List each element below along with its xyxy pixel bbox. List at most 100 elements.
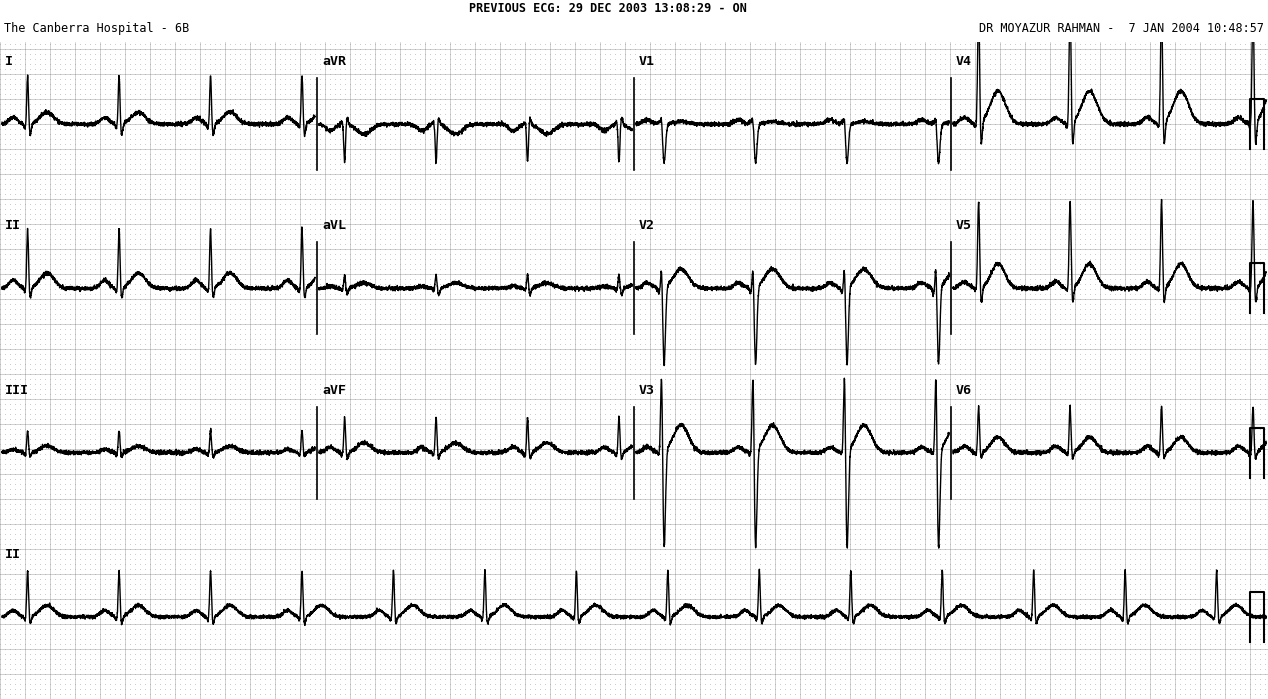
Point [870, 359, 890, 370]
Point [1135, 208, 1155, 219]
Point [1055, 649, 1075, 660]
Point [950, 238, 970, 250]
Point [690, 134, 710, 145]
Point [1115, 333, 1135, 345]
Point [365, 329, 385, 340]
Point [75, 584, 95, 595]
Point [1110, 498, 1130, 510]
Point [110, 498, 131, 510]
Point [680, 134, 700, 145]
Point [725, 438, 746, 449]
Point [739, 543, 760, 554]
Point [710, 59, 730, 70]
Point [0, 408, 10, 419]
Point [25, 684, 46, 695]
Point [330, 303, 350, 315]
Point [555, 113, 576, 124]
Point [579, 568, 600, 579]
Point [610, 489, 630, 500]
Point [129, 559, 150, 570]
Point [500, 554, 520, 565]
Point [1255, 303, 1268, 315]
Point [425, 543, 445, 554]
Point [640, 663, 661, 675]
Point [564, 448, 585, 459]
Point [715, 159, 735, 170]
Point [834, 549, 855, 560]
Point [1135, 508, 1155, 519]
Point [314, 338, 335, 350]
Point [900, 124, 921, 135]
Point [1090, 59, 1111, 70]
Point [940, 658, 960, 670]
Point [70, 633, 90, 644]
Point [1110, 438, 1130, 449]
Point [560, 73, 581, 85]
Point [70, 614, 90, 625]
Point [430, 584, 450, 595]
Point [365, 208, 385, 219]
Point [715, 233, 735, 245]
Point [505, 343, 525, 354]
Point [44, 498, 65, 510]
Point [100, 628, 120, 640]
Point [790, 424, 810, 435]
Point [765, 428, 785, 440]
Point [314, 638, 335, 649]
Point [914, 129, 935, 140]
Point [1175, 264, 1196, 275]
Point [970, 413, 990, 424]
Point [85, 394, 105, 405]
Point [1045, 203, 1065, 215]
Point [34, 398, 55, 410]
Point [1125, 484, 1145, 495]
Point [760, 533, 780, 545]
Point [309, 559, 330, 570]
Point [810, 493, 831, 505]
Point [90, 94, 110, 105]
Point [1225, 329, 1245, 340]
Point [810, 658, 831, 670]
Point [569, 313, 590, 324]
Point [250, 294, 270, 305]
Point [460, 348, 481, 359]
Point [885, 668, 905, 679]
Point [460, 619, 481, 630]
Point [1050, 268, 1070, 280]
Point [44, 368, 65, 380]
Point [735, 173, 756, 185]
Point [1205, 573, 1225, 584]
Point [855, 319, 875, 330]
Point [365, 213, 385, 224]
Point [49, 384, 70, 395]
Point [515, 398, 535, 410]
Point [1085, 654, 1106, 665]
Point [430, 468, 450, 480]
Point [394, 593, 415, 605]
Point [275, 278, 295, 289]
Point [680, 649, 700, 660]
Point [880, 413, 900, 424]
Point [20, 603, 41, 614]
Point [180, 608, 200, 619]
Point [765, 424, 785, 435]
Point [1240, 73, 1260, 85]
Point [630, 289, 650, 300]
Point [1110, 519, 1130, 530]
Point [394, 428, 415, 440]
Point [270, 649, 290, 660]
Point [654, 528, 675, 540]
Point [1160, 278, 1181, 289]
Point [870, 524, 890, 535]
Point [844, 268, 865, 280]
Point [1025, 389, 1045, 400]
Point [1179, 103, 1200, 115]
Point [1060, 394, 1080, 405]
Point [1075, 99, 1096, 110]
Point [1070, 563, 1090, 575]
Point [445, 433, 465, 445]
Point [450, 308, 470, 319]
Point [90, 294, 110, 305]
Point [190, 83, 210, 94]
Point [890, 424, 910, 435]
